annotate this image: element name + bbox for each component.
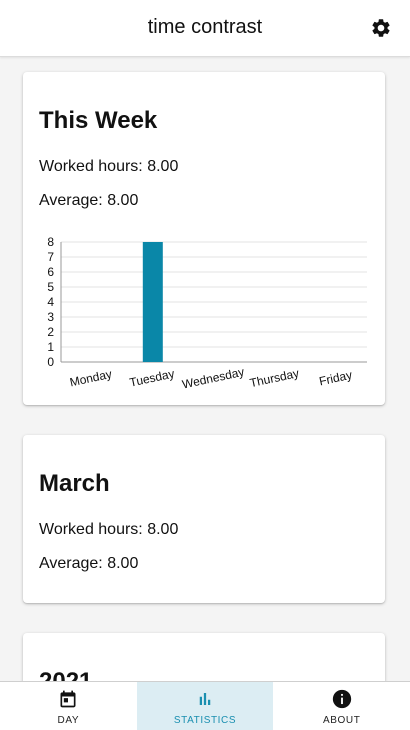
bottom-navigation: DAY STATISTICS ABOUT: [0, 681, 410, 730]
x-tick-label: Wednesday: [181, 365, 246, 392]
x-tick-label: Tuesday: [128, 367, 176, 390]
average-text: Average: 8.00: [39, 554, 369, 574]
this-week-card: This Week Worked hours: 8.00 Average: 8.…: [23, 72, 385, 405]
x-tick-label: Monday: [68, 367, 113, 390]
y-tick-label: 5: [47, 280, 54, 294]
card-title: March: [39, 470, 369, 498]
year-card: 2021: [23, 633, 385, 681]
y-tick-label: 0: [47, 355, 54, 369]
average-text: Average: 8.00: [39, 191, 369, 211]
nav-day[interactable]: DAY: [0, 682, 137, 730]
nav-label: DAY: [58, 715, 80, 726]
nav-label: STATISTICS: [174, 715, 236, 726]
worked-hours-text: Worked hours: 8.00: [39, 157, 369, 177]
bar-chart-icon: [194, 688, 216, 710]
card-title: 2021: [39, 668, 369, 681]
app-title: time contrast: [0, 16, 410, 39]
x-tick-label: Thursday: [248, 366, 300, 390]
calendar-icon: [57, 688, 79, 710]
y-tick-label: 4: [47, 295, 54, 309]
info-icon: [331, 688, 353, 710]
nav-label: ABOUT: [323, 715, 360, 726]
settings-button[interactable]: [368, 15, 394, 41]
y-tick-label: 3: [47, 310, 54, 324]
y-tick-label: 7: [47, 250, 54, 264]
card-title: This Week: [39, 107, 369, 135]
app-bar: time contrast: [0, 0, 410, 57]
bar-tuesday: [143, 242, 163, 362]
x-tick-label: Friday: [318, 368, 354, 389]
nav-statistics[interactable]: STATISTICS: [137, 682, 274, 730]
gear-icon: [370, 17, 392, 39]
month-card: March Worked hours: 8.00 Average: 8.00: [23, 435, 385, 603]
y-tick-label: 2: [47, 325, 54, 339]
y-tick-label: 6: [47, 265, 54, 279]
y-tick-label: 8: [47, 235, 54, 249]
worked-hours-text: Worked hours: 8.00: [39, 520, 369, 540]
y-tick-label: 1: [47, 340, 54, 354]
nav-about[interactable]: ABOUT: [273, 682, 410, 730]
content-scroll-area[interactable]: This Week Worked hours: 8.00 Average: 8.…: [0, 57, 410, 681]
